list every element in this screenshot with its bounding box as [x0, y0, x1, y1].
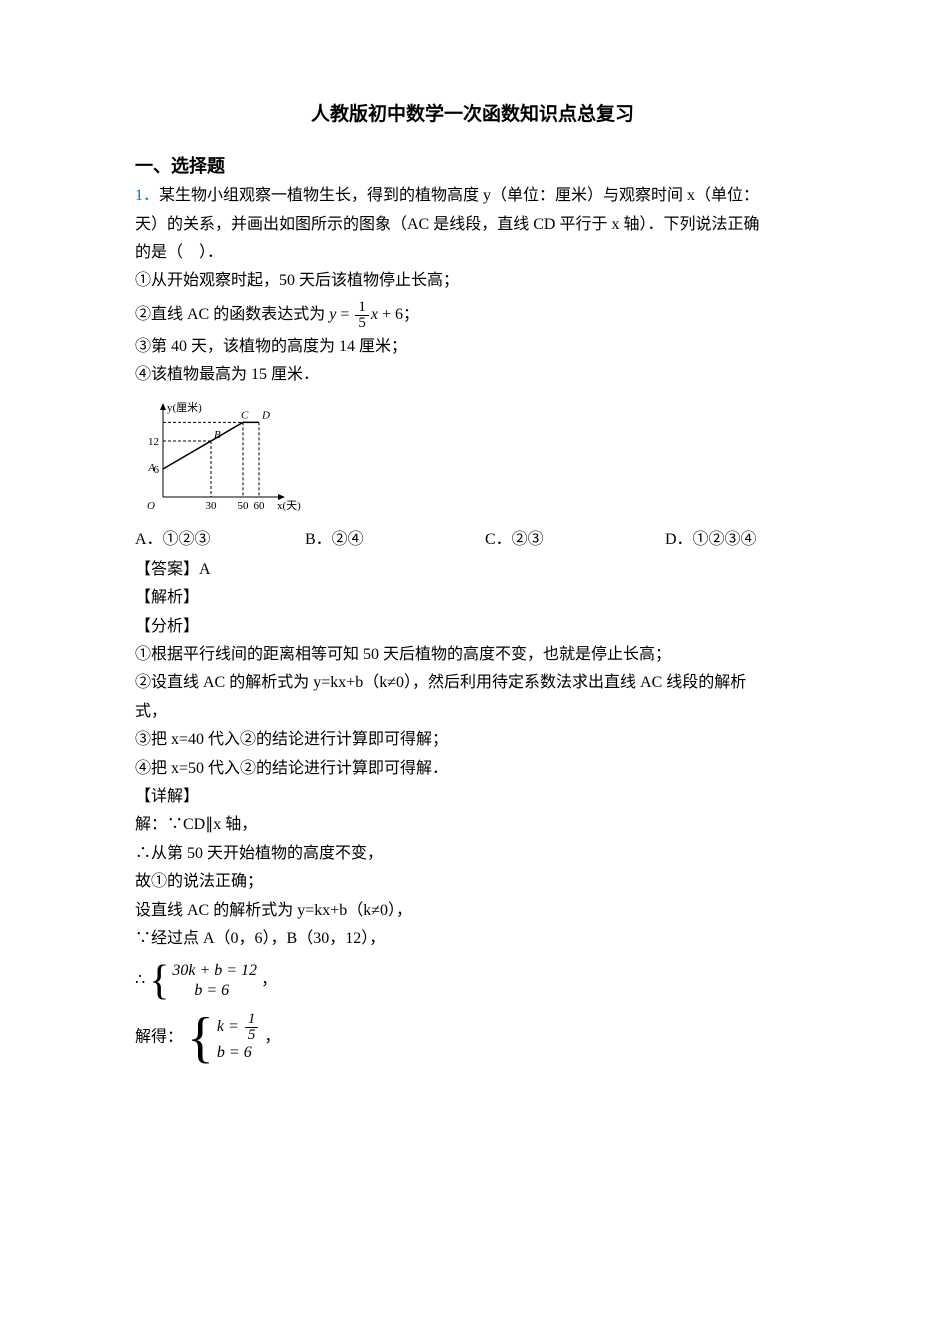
question-number: 1． — [135, 187, 159, 204]
left-brace-icon: { — [187, 1010, 214, 1066]
question-line: 1．某生物小组观察一植物生长，得到的植物高度 y（单位：厘米）与观察时间 x（单… — [135, 183, 810, 209]
equation-system: { k = 15 b = 6 — [187, 1010, 260, 1066]
frac-den: 5 — [245, 1028, 259, 1043]
d7-pre: 解得： — [135, 1029, 183, 1046]
stmt2-post: ； — [403, 306, 419, 323]
question-line: 天）的关系，并画出如图所示的图象（AC 是线段，直线 CD 平行于 x 轴）．下… — [135, 212, 810, 238]
eq-line: 30k + b = 12 — [172, 961, 257, 982]
equation-system: { 30k + b = 12 b = 6 — [149, 960, 257, 1002]
detail-system-2: 解得： { k = 15 b = 6 ， — [135, 1010, 810, 1066]
detail-line: 设直线 AC 的解析式为 y=kx+b（k≠0）， — [135, 898, 810, 924]
d7-eq1-lhs: k = — [217, 1019, 243, 1036]
eq-line: k = 15 — [217, 1012, 260, 1043]
frac-num: 1 — [355, 300, 369, 316]
d6-post: ， — [261, 972, 277, 989]
chart-container: 612305060ABCDy(厘米)x(天)O — [135, 395, 810, 524]
jiexi-label: 【解析】 — [135, 585, 810, 611]
option-a: A．①②③ — [135, 527, 305, 553]
detail-label: 【详解】 — [135, 784, 810, 810]
page: 人教版初中数学一次函数知识点总复习 一、选择题 1．某生物小组观察一植物生长，得… — [0, 0, 945, 1337]
option-b: B．②④ — [305, 527, 485, 553]
q-text: 某生物小组观察一植物生长，得到的植物高度 y（单位：厘米）与观察时间 x（单位： — [159, 187, 759, 204]
svg-text:12: 12 — [148, 436, 159, 448]
fenxi-line: ②设直线 AC 的解析式为 y=kx+b（k≠0），然后利用待定系数法求出直线 … — [135, 670, 810, 696]
left-brace-icon: { — [149, 960, 169, 1002]
fenxi-label: 【分析】 — [135, 614, 810, 640]
option-c: C．②③ — [485, 527, 665, 553]
options-row: A．①②③ B．②④ C．②③ D．①②③④ — [135, 527, 810, 553]
svg-text:x(天): x(天) — [277, 500, 301, 512]
statement-2: ②直线 AC 的函数表达式为 y = 15x + 6； — [135, 297, 810, 332]
detail-line: ∵经过点 A（0，6），B（30，12）， — [135, 926, 810, 952]
fraction: 15 — [245, 1012, 259, 1043]
svg-text:60: 60 — [254, 500, 266, 512]
detail-line: 故①的说法正确； — [135, 869, 810, 895]
d7-post: ， — [264, 1029, 280, 1046]
svg-text:30: 30 — [206, 500, 218, 512]
fenxi-line: ③把 x=40 代入②的结论进行计算即可得解； — [135, 727, 810, 753]
stmt2-pre: ②直线 AC 的函数表达式为 — [135, 306, 329, 323]
fraction: 15 — [355, 300, 369, 331]
svg-text:C: C — [241, 409, 249, 421]
stmt2-eq: = — [336, 306, 353, 323]
fenxi-line: 式， — [135, 699, 810, 725]
line-chart: 612305060ABCDy(厘米)x(天)O — [135, 395, 305, 515]
svg-text:50: 50 — [238, 500, 250, 512]
fenxi-line: ①根据平行线间的距离相等可知 50 天后植物的高度不变，也就是停止长高； — [135, 642, 810, 668]
detail-line: ∴从第 50 天开始植物的高度不变， — [135, 841, 810, 867]
svg-text:B: B — [214, 429, 221, 441]
d6-pre: ∴ — [135, 972, 145, 989]
svg-text:A: A — [147, 462, 155, 474]
eq-line: b = 6 — [172, 981, 257, 1002]
detail-line: 解：∵CD∥x 轴， — [135, 812, 810, 838]
frac-num: 1 — [245, 1012, 259, 1028]
fenxi-line: ④把 x=50 代入②的结论进行计算即可得解． — [135, 756, 810, 782]
detail-system-1: ∴ { 30k + b = 12 b = 6 ， — [135, 960, 810, 1002]
svg-text:O: O — [147, 500, 155, 512]
answer-label: 【答案】A — [135, 557, 810, 583]
statement-1: ①从开始观察时起，50 天后该植物停止长高； — [135, 268, 810, 294]
stmt2-plus: + 6 — [378, 306, 403, 323]
eq-line: b = 6 — [217, 1043, 260, 1064]
system-lines: k = 15 b = 6 — [217, 1012, 260, 1064]
section-heading: 一、选择题 — [135, 152, 810, 181]
option-d: D．①②③④ — [665, 527, 757, 553]
statement-4: ④该植物最高为 15 厘米． — [135, 362, 810, 388]
page-title: 人教版初中数学一次函数知识点总复习 — [135, 100, 810, 130]
question-line: 的是（ ）． — [135, 240, 810, 266]
statement-3: ③第 40 天，该植物的高度为 14 厘米； — [135, 334, 810, 360]
svg-text:D: D — [261, 409, 270, 421]
stmt2-x: x — [371, 306, 378, 323]
svg-text:y(厘米): y(厘米) — [167, 401, 202, 414]
frac-den: 5 — [355, 316, 369, 331]
system-lines: 30k + b = 12 b = 6 — [172, 961, 257, 1003]
